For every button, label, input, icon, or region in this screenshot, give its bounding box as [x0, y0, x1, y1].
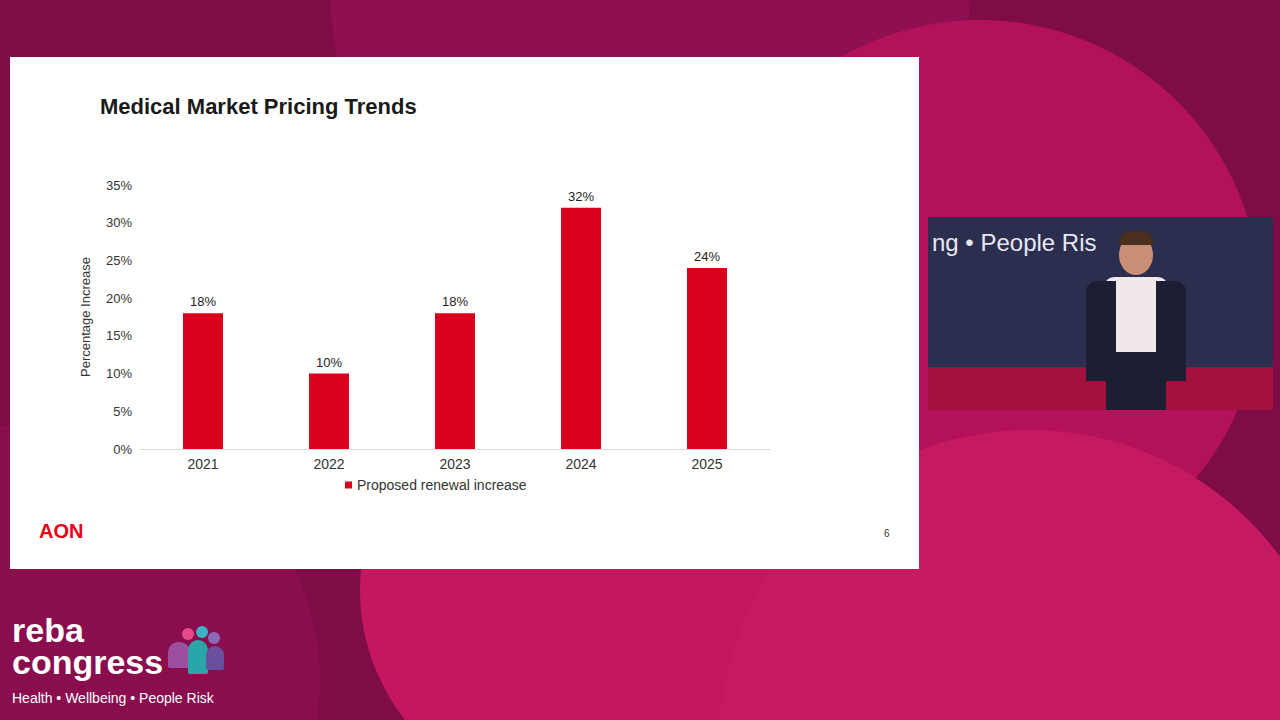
svg-text:18%: 18%	[190, 294, 216, 309]
svg-text:10%: 10%	[316, 355, 342, 370]
svg-text:18%: 18%	[442, 294, 468, 309]
svg-text:32%: 32%	[568, 189, 594, 204]
svg-text:2023: 2023	[439, 456, 470, 472]
html-text:ng • People Ris: ng • People Ris	[932, 229, 1097, 256]
svg-text:35%: 35%	[106, 178, 132, 193]
svg-text:5%: 5%	[113, 404, 132, 419]
svg-text:2021: 2021	[187, 456, 218, 472]
svg-text:Medical Market Pricing Trends: Medical Market Pricing Trends	[100, 94, 417, 119]
svg-text:25%: 25%	[106, 253, 132, 268]
html-text:6: 6	[884, 528, 890, 539]
html-text:Health • Wellbeing • People Ri: Health • Wellbeing • People Risk	[12, 690, 214, 706]
svg-text:Proposed renewal increase: Proposed renewal increase	[357, 477, 527, 493]
svg-text:2024: 2024	[565, 456, 596, 472]
svg-text:15%: 15%	[106, 328, 132, 343]
svg-text:2025: 2025	[691, 456, 722, 472]
svg-text:Percentage Increase: Percentage Increase	[78, 257, 93, 377]
html-text:AON: AON	[39, 520, 84, 542]
svg-text:10%: 10%	[106, 366, 132, 381]
html-text:congress: congress	[12, 643, 164, 681]
svg-text:30%: 30%	[106, 215, 132, 230]
svg-text:24%: 24%	[694, 249, 720, 264]
svg-text:20%: 20%	[106, 291, 132, 306]
svg-text:2022: 2022	[313, 456, 344, 472]
html-text:reba: reba	[12, 611, 84, 649]
svg-text:0%: 0%	[113, 442, 132, 457]
